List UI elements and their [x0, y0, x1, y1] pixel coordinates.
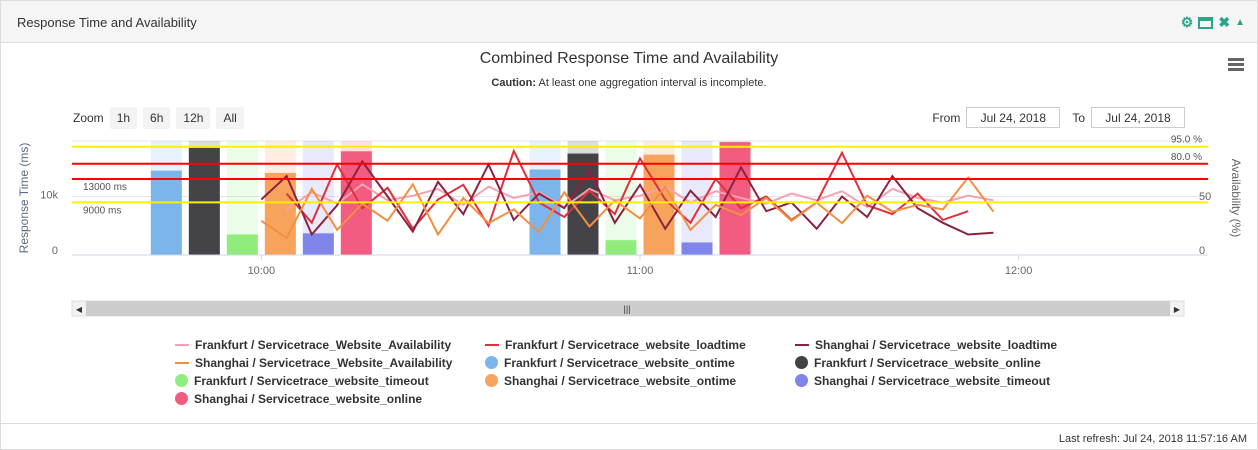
legend-dot-symbol — [485, 356, 498, 369]
zoom-label: Zoom — [73, 111, 104, 125]
from-date-input[interactable] — [966, 107, 1061, 128]
legend-label: Frankfurt / Servicetrace_website_timeout — [194, 373, 429, 388]
panel-title: Response Time and Availability — [17, 15, 197, 30]
scrollbar-grip-icon: ||| — [623, 304, 630, 314]
zoom-1h-button[interactable]: 1h — [109, 107, 138, 129]
hamburger-menu-icon[interactable] — [1228, 58, 1244, 73]
close-icon[interactable]: ✖ — [1218, 14, 1231, 30]
legend: Frankfurt / Servicetrace_Website_Availab… — [175, 336, 1105, 407]
plot-line-label: 13000 ms — [83, 182, 127, 193]
series-line — [260, 159, 994, 237]
plot-line-label: 9000 ms — [83, 205, 121, 216]
bar — [150, 170, 182, 255]
legend-label: Shanghai / Servicetrace_website_timeout — [814, 373, 1051, 388]
legend-label: Shanghai / Servicetrace_website_loadtime — [815, 337, 1058, 352]
plot-line-label: 95.0 % — [1171, 135, 1202, 146]
y-left-tick-label: 0 — [52, 245, 58, 257]
caution-note: Caution: At least one aggregation interv… — [0, 77, 1258, 89]
legend-dot-symbol — [795, 356, 808, 369]
legend-line-symbol — [485, 343, 499, 346]
gear-icon[interactable]: ⚙ — [1180, 14, 1194, 30]
legend-line-symbol — [175, 343, 189, 346]
date-range: From To — [932, 107, 1185, 128]
legend-line-symbol — [795, 343, 809, 346]
legend-label: Frankfurt / Servicetrace_website_ontime — [504, 355, 735, 370]
legend-label: Frankfurt / Servicetrace_website_online — [814, 355, 1041, 370]
last-refresh: Last refresh: Jul 24, 2018 11:57:16 AM — [1058, 433, 1247, 445]
legend-item[interactable]: Frankfurt / Servicetrace_website_timeout — [175, 372, 485, 389]
zoom-all-button[interactable]: All — [216, 107, 244, 129]
footer: Last refresh: Jul 24, 2018 11:57:16 AM — [0, 423, 1258, 445]
chart-title: Combined Response Time and Availability — [479, 50, 779, 67]
legend-item[interactable]: Shanghai / Servicetrace_website_online — [175, 390, 485, 407]
legend-item[interactable]: Shanghai / Servicetrace_website_ontime — [485, 372, 795, 389]
bar — [605, 240, 637, 255]
y-left-axis-title: Response Time (ms) — [17, 143, 31, 254]
bar — [302, 233, 334, 255]
y-right-axis-title: Availability (%) — [1229, 159, 1243, 237]
legend-item[interactable]: Frankfurt / Servicetrace_website_ontime — [485, 354, 795, 371]
to-label: To — [1072, 110, 1085, 125]
plot-line-label: 80.0 % — [1171, 152, 1202, 163]
legend-item[interactable]: Frankfurt / Servicetrace_website_loadtim… — [485, 336, 795, 353]
panel-header: Response Time and Availability ⚙ ✖ ▲ — [1, 1, 1257, 43]
legend-label: Frankfurt / Servicetrace_Website_Availab… — [195, 337, 452, 352]
zoom-6h-button[interactable]: 6h — [143, 107, 171, 129]
legend-label: Frankfurt / Servicetrace_website_loadtim… — [505, 337, 746, 352]
legend-label: Shanghai / Servicetrace_Website_Availabi… — [195, 355, 453, 370]
y-right-tick-label: 0 — [1199, 245, 1205, 257]
x-tick-label: 12:00 — [1005, 265, 1033, 277]
legend-label: Shanghai / Servicetrace_website_online — [194, 391, 423, 406]
legend-label: Shanghai / Servicetrace_website_ontime — [504, 373, 737, 388]
legend-dot-symbol — [175, 392, 188, 405]
bar — [226, 234, 258, 255]
window-icon[interactable] — [1198, 16, 1214, 29]
legend-item[interactable]: Shanghai / Servicetrace_website_timeout — [795, 372, 1105, 389]
legend-item[interactable]: Frankfurt / Servicetrace_Website_Availab… — [175, 336, 485, 353]
zoom-12h-button[interactable]: 12h — [176, 107, 211, 129]
collapse-icon[interactable]: ▲ — [1235, 17, 1245, 28]
legend-dot-symbol — [485, 374, 498, 387]
scroll-right-icon[interactable]: ▶ — [1174, 305, 1181, 314]
caution-label: Caution: — [491, 77, 537, 89]
from-label: From — [932, 110, 961, 125]
chart-area: 95.0 % 80.0 % 13000 ms 9000 ms 10:00 11:00 12:… — [17, 135, 1243, 317]
legend-item[interactable]: Shanghai / Servicetrace_Website_Availabi… — [175, 354, 485, 371]
legend-dot-symbol — [175, 374, 188, 387]
legend-item[interactable]: Shanghai / Servicetrace_website_loadtime — [795, 336, 1105, 353]
caution-text: At least one aggregation interval is inc… — [536, 77, 767, 89]
series-line — [260, 175, 995, 240]
scroll-left-icon[interactable]: ◀ — [76, 305, 83, 314]
bar — [681, 242, 713, 255]
scrollbar-thumb[interactable] — [86, 301, 1170, 316]
to-date-input[interactable] — [1091, 107, 1185, 128]
y-left-tick-label: 10k — [40, 190, 58, 202]
legend-item[interactable]: Frankfurt / Servicetrace_website_online — [795, 354, 1105, 371]
legend-line-symbol — [175, 361, 189, 364]
y-right-tick-label: 50 — [1199, 191, 1211, 203]
x-tick-label: 10:00 — [248, 265, 276, 277]
x-tick-label: 11:00 — [627, 265, 654, 277]
zoom-controls: Zoom 1h 6h 12h All — [73, 107, 244, 129]
legend-dot-symbol — [795, 374, 808, 387]
